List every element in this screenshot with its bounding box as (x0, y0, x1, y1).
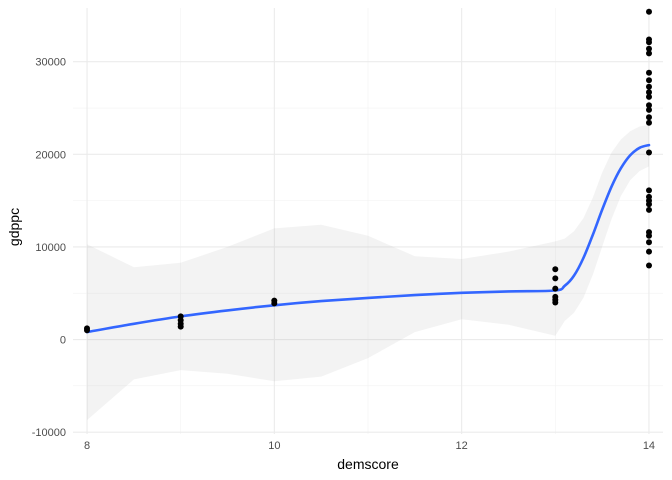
y-axis-ticks: -10000 0 10000 20000 30000 (32, 57, 66, 439)
data-point (646, 69, 652, 76)
y-tick-label: 30000 (35, 57, 66, 69)
x-axis-ticks: 8 10 12 14 (84, 440, 655, 452)
data-point (646, 8, 652, 15)
data-point (84, 325, 90, 332)
data-point (646, 89, 652, 96)
data-point (646, 77, 652, 84)
data-point (552, 275, 559, 282)
data-point (552, 266, 559, 273)
data-point (646, 106, 652, 113)
data-point (646, 36, 652, 43)
x-axis-title: demscore (337, 456, 399, 472)
y-axis-title: gdppc (6, 208, 22, 246)
data-point (646, 193, 652, 200)
data-point (646, 119, 652, 126)
y-tick-label: 0 (60, 335, 66, 347)
data-point (646, 262, 652, 269)
y-tick-label: 10000 (35, 242, 66, 254)
data-point (646, 229, 652, 236)
data-point (646, 248, 652, 255)
grid-minor (73, 8, 663, 434)
x-tick-label: 10 (268, 440, 280, 452)
data-point (552, 285, 559, 292)
data-point (177, 313, 184, 320)
data-point (646, 45, 652, 52)
data-point (646, 102, 652, 109)
data-point (646, 114, 652, 121)
y-tick-label: 20000 (35, 149, 66, 161)
y-tick-label: -10000 (32, 427, 66, 439)
data-point (646, 187, 652, 194)
data-point (646, 83, 652, 90)
x-tick-label: 14 (643, 440, 655, 452)
confidence-ribbon-layer (87, 124, 649, 421)
data-point (646, 239, 652, 246)
x-tick-label: 12 (456, 440, 468, 452)
data-point (646, 50, 652, 57)
data-point (646, 206, 652, 213)
data-point (646, 93, 652, 100)
x-tick-label: 8 (84, 440, 90, 452)
data-point (552, 293, 559, 300)
confidence-ribbon (87, 124, 649, 421)
data-points (84, 8, 652, 334)
data-point (271, 297, 278, 304)
data-point (646, 149, 652, 156)
